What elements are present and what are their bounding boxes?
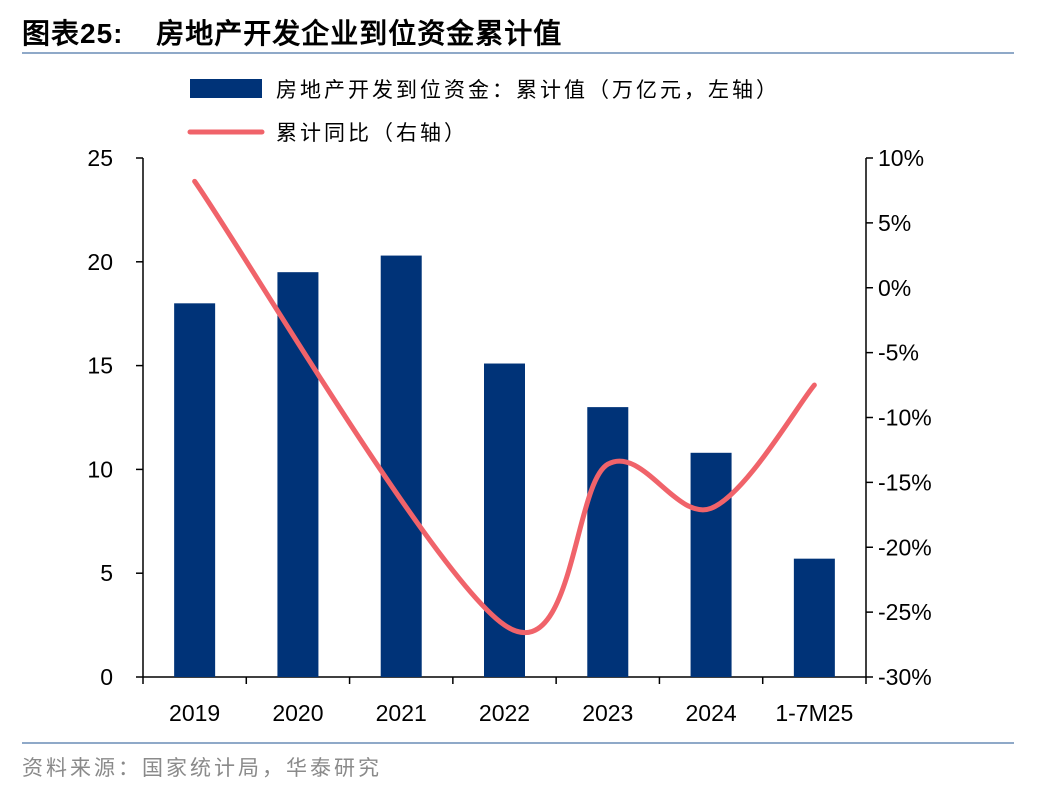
x-axis-tick-label: 1-7M25: [775, 700, 853, 726]
x-axis-tick-label: 2024: [685, 700, 736, 726]
bar: [277, 272, 319, 677]
left-axis-tick-label: 5: [100, 560, 113, 586]
left-axis-tick-label: 0: [100, 664, 113, 690]
yoy-line: [192, 178, 817, 636]
right-axis-tick-label: -30%: [878, 664, 932, 690]
chart-legend: 房地产开发到位资金：累计值（万亿元，左轴） 累计同比（右轴）: [187, 78, 780, 145]
left-axis-tick-label: 15: [87, 353, 113, 379]
figure-number: 25:: [80, 18, 124, 49]
right-axis-tick-label: 10%: [878, 145, 924, 171]
x-axis-tick-label: 2020: [272, 700, 323, 726]
right-axis-tick-label: 0%: [878, 275, 911, 301]
right-axis-tick-label: -25%: [878, 599, 932, 625]
figure-title-text: 房地产开发企业到位资金累计值: [156, 17, 563, 50]
legend-label-bar: 房地产开发到位资金：累计值（万亿元，左轴）: [276, 78, 780, 102]
figure-title: 图表25: 房地产开发企业到位资金累计值: [22, 12, 562, 52]
left-axis-tick-label: 10: [87, 456, 113, 482]
bar: [690, 452, 732, 677]
right-axis-tick-label: -5%: [878, 340, 919, 366]
bar: [174, 303, 216, 677]
bar: [793, 558, 835, 677]
legend-swatch-bar: [190, 79, 262, 98]
x-axis-tick-label: 2023: [582, 700, 633, 726]
chart: 房地产开发到位资金：累计值（万亿元，左轴） 累计同比（右轴） 051015202…: [87, 78, 932, 726]
title-divider: [22, 52, 1014, 54]
right-axis-tick-label: -10%: [878, 405, 932, 431]
bar: [587, 407, 629, 677]
legend-label-line: 累计同比（右轴）: [276, 121, 468, 145]
line-series: [192, 178, 817, 636]
bar: [380, 255, 422, 677]
right-axis-tick-label: -20%: [878, 534, 932, 560]
right-axis-tick-label: 5%: [878, 210, 911, 236]
figure-label: 图表: [22, 17, 81, 50]
left-axis-tick-label: 20: [87, 249, 113, 275]
footer-divider: [22, 742, 1014, 744]
bar-series: [174, 255, 835, 677]
source-note: 资料来源：国家统计局，华泰研究: [22, 756, 382, 780]
x-axis-tick-label: 2021: [376, 700, 427, 726]
right-axis-tick-label: -15%: [878, 469, 932, 495]
x-axis-tick-label: 2022: [479, 700, 530, 726]
left-axis-tick-label: 25: [87, 145, 113, 171]
x-axis-tick-label: 2019: [169, 700, 220, 726]
